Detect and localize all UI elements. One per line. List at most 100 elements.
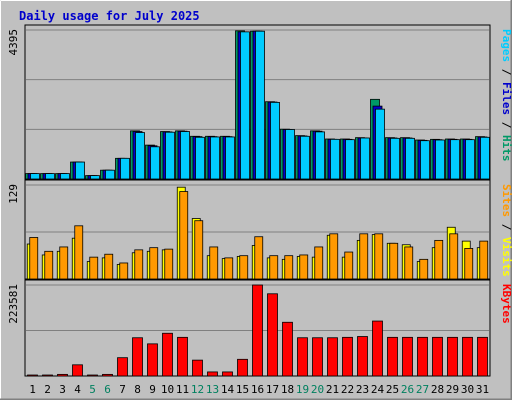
bar-sites-day-30 bbox=[464, 247, 474, 280]
bar-kbytes-day-24 bbox=[372, 320, 383, 377]
bar-kbytes-day-1 bbox=[27, 374, 38, 377]
bar-kbytes-day-11 bbox=[177, 336, 188, 377]
x-tick-day-10: 10 bbox=[161, 383, 174, 396]
bar-sites-day-25 bbox=[389, 242, 399, 280]
bar-kbytes-day-25 bbox=[387, 336, 398, 377]
x-tick-day-1: 1 bbox=[29, 383, 36, 396]
x-tick-day-6: 6 bbox=[104, 383, 111, 396]
panel-legend: KBytes bbox=[500, 284, 512, 324]
x-tick-day-13: 13 bbox=[206, 383, 219, 396]
bar-kbytes-day-21 bbox=[327, 337, 338, 377]
bar-pages-day-14 bbox=[225, 136, 235, 180]
legend-label: Visits bbox=[500, 237, 512, 277]
panel-visits-sites: 129 Sites / Visits bbox=[7, 179, 512, 280]
bar-sites-day-1 bbox=[29, 237, 39, 280]
x-tick-day-15: 15 bbox=[236, 383, 249, 396]
bar-kbytes-day-26 bbox=[402, 336, 413, 377]
bar-pages-day-29 bbox=[450, 139, 460, 180]
panel-legend: Sites / Visits bbox=[500, 184, 512, 277]
bar-pages-day-5 bbox=[90, 175, 100, 180]
x-tick-day-17: 17 bbox=[266, 383, 279, 396]
x-tick-day-31: 31 bbox=[476, 383, 489, 396]
x-tick-day-28: 28 bbox=[431, 383, 444, 396]
x-tick-day-24: 24 bbox=[371, 383, 385, 396]
bar-pages-day-23 bbox=[360, 137, 370, 180]
bar-sites-day-20 bbox=[314, 246, 324, 280]
bar-sites-day-14 bbox=[224, 257, 234, 280]
legend-label: KBytes bbox=[500, 284, 512, 324]
bar-sites-day-21 bbox=[329, 233, 339, 280]
bar-sites-day-28 bbox=[434, 239, 444, 280]
bar-kbytes-day-7 bbox=[117, 357, 128, 377]
bar-pages-day-6 bbox=[105, 169, 115, 180]
bar-pages-day-25 bbox=[390, 137, 400, 180]
bar-sites-day-3 bbox=[59, 246, 69, 280]
bar-sites-day-29 bbox=[449, 233, 459, 280]
bar-pages-day-1 bbox=[30, 173, 40, 180]
bar-pages-day-17 bbox=[270, 101, 280, 180]
bar-pages-day-26 bbox=[405, 137, 415, 180]
x-tick-day-18: 18 bbox=[281, 383, 294, 396]
x-tick-day-14: 14 bbox=[221, 383, 235, 396]
series-sites bbox=[29, 191, 489, 280]
x-tick-day-21: 21 bbox=[326, 383, 339, 396]
bar-sites-day-9 bbox=[149, 247, 159, 280]
bar-sites-day-24 bbox=[374, 233, 384, 280]
bar-kbytes-day-8 bbox=[132, 337, 143, 377]
bar-kbytes-day-23 bbox=[357, 336, 368, 377]
bar-sites-day-18 bbox=[284, 255, 294, 280]
series-pages bbox=[30, 30, 490, 180]
panel-max-label: 129 bbox=[7, 184, 20, 204]
bar-pages-day-3 bbox=[60, 173, 70, 180]
bar-sites-day-13 bbox=[209, 246, 219, 280]
x-tick-day-25: 25 bbox=[386, 383, 399, 396]
bar-kbytes-day-13 bbox=[207, 371, 218, 377]
x-tick-day-11: 11 bbox=[176, 383, 189, 396]
bar-kbytes-day-10 bbox=[162, 332, 173, 377]
chart-title: Daily usage for July 2025 bbox=[19, 9, 200, 23]
bar-pages-day-30 bbox=[465, 139, 475, 180]
x-axis-labels: 1 2 3 4 5 6 7 8 9 10 11 12 13 14 15 16 17 18 19 20 21 22 23 24 2… bbox=[29, 383, 489, 396]
bar-sites-day-23 bbox=[359, 233, 369, 280]
bar-kbytes-day-18 bbox=[282, 321, 293, 377]
bar-sites-day-17 bbox=[269, 255, 279, 280]
bar-kbytes-day-15 bbox=[237, 358, 248, 377]
x-tick-day-20: 20 bbox=[311, 383, 324, 396]
bar-sites-day-7 bbox=[119, 262, 129, 280]
legend-label: Hits bbox=[500, 135, 512, 162]
bar-pages-day-28 bbox=[435, 139, 445, 180]
panel-hits-files-pages: 4395 Pages / Files / Hits bbox=[7, 24, 512, 180]
bar-pages-day-10 bbox=[165, 131, 175, 180]
bar-sites-day-4 bbox=[74, 225, 84, 280]
bar-pages-day-24 bbox=[375, 108, 385, 180]
panel-kbytes: 223581 KBytes bbox=[7, 279, 512, 377]
bar-pages-day-27 bbox=[420, 140, 430, 180]
bar-pages-day-7 bbox=[120, 157, 130, 180]
x-tick-day-26: 26 bbox=[401, 383, 414, 396]
bar-pages-day-12 bbox=[195, 136, 205, 180]
bar-kbytes-day-2 bbox=[42, 374, 53, 377]
panel-max-label: 4395 bbox=[7, 29, 20, 56]
bar-kbytes-day-3 bbox=[57, 373, 68, 377]
bar-pages-day-18 bbox=[285, 129, 295, 180]
bar-pages-day-19 bbox=[300, 135, 310, 180]
bar-kbytes-day-22 bbox=[342, 336, 353, 377]
bar-pages-day-11 bbox=[180, 131, 190, 180]
bar-sites-day-8 bbox=[134, 249, 144, 280]
bar-sites-day-22 bbox=[344, 251, 354, 280]
legend-label: Files bbox=[500, 82, 512, 115]
bar-sites-day-12 bbox=[194, 220, 204, 280]
bar-pages-day-22 bbox=[345, 139, 355, 180]
bar-sites-day-5 bbox=[89, 256, 99, 280]
bar-pages-day-20 bbox=[315, 131, 325, 180]
x-tick-day-8: 8 bbox=[134, 383, 141, 396]
bar-pages-day-15 bbox=[240, 31, 250, 180]
x-tick-day-16: 16 bbox=[251, 383, 264, 396]
panel-max-label: 223581 bbox=[7, 284, 20, 324]
legend-label: / bbox=[500, 62, 512, 82]
bar-kbytes-day-31 bbox=[477, 336, 488, 377]
series-kbytes bbox=[27, 284, 488, 377]
bar-pages-day-2 bbox=[45, 173, 55, 180]
bar-kbytes-day-19 bbox=[297, 337, 308, 377]
